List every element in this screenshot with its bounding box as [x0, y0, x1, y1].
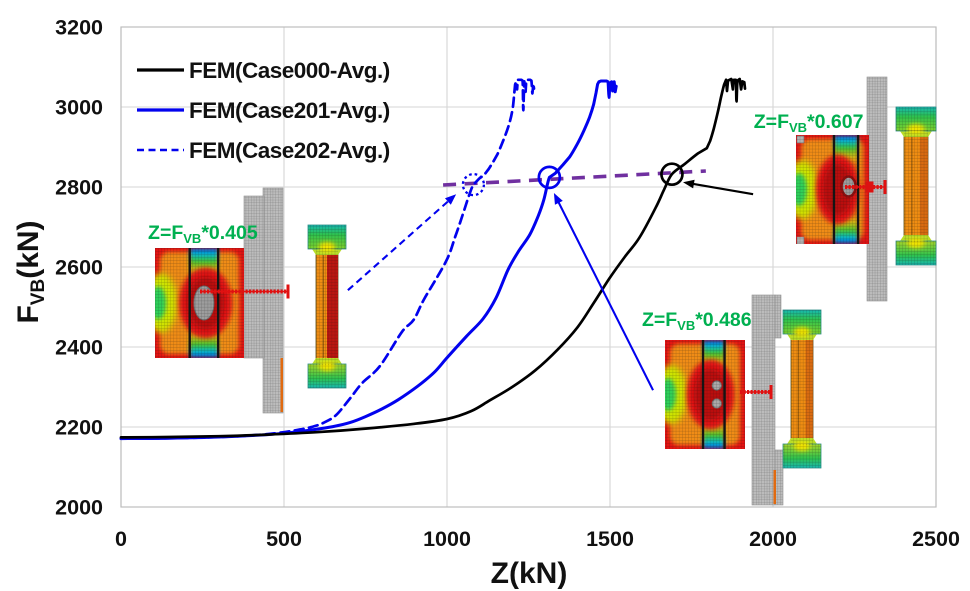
- label-pre: Z=F: [754, 111, 789, 133]
- label-post: *0.607: [807, 111, 863, 133]
- arrow-case202-line: [347, 199, 451, 291]
- fem-joint-contour-case202: [155, 187, 290, 414]
- contour-mesh-overlay: [155, 248, 244, 358]
- label-ratio-case000: Z=FVB*0.607: [754, 111, 864, 135]
- joint-contour-block: [155, 248, 244, 358]
- y-tick-label: 2800: [55, 176, 103, 200]
- x-tick-label: 2500: [912, 527, 960, 551]
- fem-joint-contour-case000: [796, 76, 888, 302]
- label-sub: VB: [183, 231, 201, 246]
- arrow-case201-line: [557, 200, 654, 391]
- arrow-case000-line: [691, 182, 754, 196]
- fem-joint-contour-case201: [665, 294, 784, 506]
- arrow-case202-head: [444, 194, 457, 205]
- arrow-case201-head: [553, 193, 563, 205]
- x-tick-label: 1500: [586, 527, 634, 551]
- bolt-mesh-overlay: [896, 107, 936, 131]
- bolt-mesh-overlay: [896, 241, 936, 265]
- steel-plate-mesh: [751, 294, 776, 506]
- label-post: *0.405: [201, 222, 258, 244]
- label-pre: Z=F: [642, 309, 677, 331]
- steel-plate-mesh: [262, 187, 284, 414]
- label-pre: Z=F: [148, 222, 183, 244]
- arrow-case000-head: [683, 179, 695, 189]
- contour-mesh-overlay: [665, 340, 745, 449]
- x-tick-label: 500: [266, 527, 302, 551]
- bolt-mesh-overlay: [904, 130, 928, 242]
- crack-end-bar: [286, 284, 290, 299]
- label-post: *0.486: [695, 309, 752, 331]
- plot-border: [120, 26, 937, 508]
- fem-images-layer: [155, 76, 937, 506]
- plate-accent: [773, 470, 776, 504]
- bolt-mesh-overlay: [791, 333, 813, 445]
- fem-bolt-contour-case202: [307, 224, 347, 389]
- crack-end-bar: [769, 385, 773, 399]
- fem-bolt-contour-case000: [895, 106, 937, 266]
- bolt-mesh-overlay: [316, 248, 338, 365]
- contour-mesh-overlay: [796, 135, 869, 244]
- x-tick-label: 1000: [423, 527, 471, 551]
- plate-accent: [280, 358, 283, 412]
- series-curve-0: [119, 77, 747, 439]
- y-title-pre: F: [12, 305, 45, 323]
- joint-contour-block: [665, 340, 745, 449]
- series-curve-2: [119, 78, 536, 440]
- axes-layer: 2000 2200 2400 2600 2800 3000 3200 0 500 1000 1500…: [12, 16, 960, 591]
- marker-case000: [660, 162, 684, 187]
- steel-plate-mesh: [243, 195, 265, 359]
- label-ratio-case202: Z=FVB*0.405: [148, 222, 258, 246]
- label-sub: VB: [789, 120, 807, 135]
- legend-label-2: FEM(Case202-Avg.): [189, 138, 390, 163]
- label-ratio-case201: Z=FVB*0.486: [642, 309, 752, 333]
- curves-layer: [119, 77, 747, 441]
- x-tick-label: 2000: [749, 527, 797, 551]
- bolt-mesh-overlay: [308, 364, 346, 388]
- y-tick-label: 2200: [55, 416, 103, 440]
- y-tick-label: 3000: [55, 96, 103, 120]
- x-axis-title: Z(kN): [491, 557, 568, 590]
- x-tick-label: 0: [115, 527, 127, 551]
- legend-label-1: FEM(Case201-Avg.): [189, 98, 390, 123]
- series-curve-1: [119, 79, 618, 441]
- steel-plate-mesh: [774, 294, 782, 339]
- crack-square: [865, 181, 874, 193]
- marker-case201: [537, 165, 562, 190]
- steel-plate-mesh: [774, 449, 784, 506]
- label-sub: VB: [677, 318, 695, 333]
- y-title-post: (kN): [12, 220, 45, 278]
- bolt-mesh-overlay: [783, 310, 821, 334]
- y-title-sub: VB: [28, 279, 49, 305]
- y-tick-label: 2400: [55, 336, 103, 360]
- crack-end-bar: [883, 180, 887, 194]
- bolt-mesh-overlay: [783, 444, 821, 468]
- bolt-mesh-overlay: [308, 225, 346, 249]
- legend-label-0: FEM(Case000-Avg.): [189, 58, 390, 83]
- fem-bolt-contour-case201: [782, 309, 822, 469]
- y-tick-label: 2000: [55, 496, 103, 520]
- y-tick-label: 2600: [55, 256, 103, 280]
- y-tick-label: 3200: [55, 16, 103, 40]
- joint-contour-block: [796, 135, 869, 244]
- marker-case202: [461, 172, 486, 197]
- y-axis-title: FVB(kN): [12, 220, 49, 323]
